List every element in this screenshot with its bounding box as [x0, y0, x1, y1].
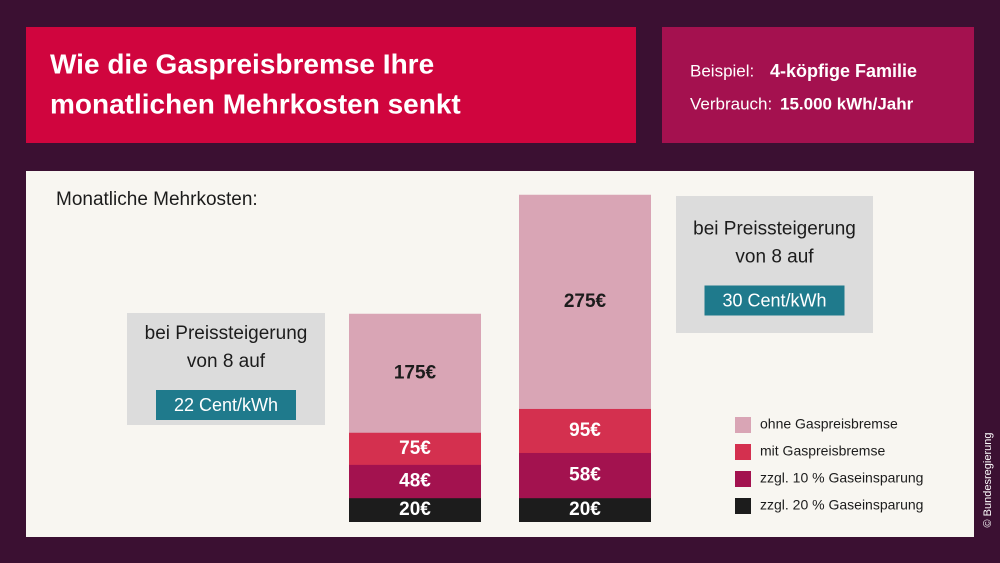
- bar: [349, 498, 481, 522]
- value-label: 175€: [394, 362, 437, 383]
- value-label: 275€: [564, 291, 607, 312]
- value-label: 95€: [569, 420, 601, 441]
- info-value: 15.000 kWh/Jahr: [780, 94, 914, 113]
- legend-swatch: [735, 498, 751, 514]
- value-label: 20€: [569, 499, 601, 520]
- legend-label: zzgl. 20 % Gaseinsparung: [760, 497, 923, 513]
- highlight-box: [156, 390, 296, 420]
- legend-label: ohne Gaspreisbremse: [760, 416, 898, 432]
- annotation-text: bei Preissteigerung: [145, 323, 308, 344]
- chart-title: Monatliche Mehrkosten:: [56, 189, 258, 210]
- highlight-text: 30 Cent/kWh: [722, 290, 826, 310]
- value-label: 48€: [399, 471, 431, 492]
- highlight-box: [704, 285, 845, 316]
- highlight-text: 22 Cent/kWh: [174, 395, 278, 415]
- bar: [519, 498, 651, 522]
- info-label: Verbrauch:: [690, 94, 772, 113]
- credit: © Bundesregierung: [982, 433, 994, 528]
- value-label: 58€: [569, 465, 601, 486]
- annotation-text: bei Preissteigerung: [693, 219, 856, 240]
- legend-swatch: [735, 444, 751, 460]
- info-value: 4-köpfige Familie: [770, 61, 917, 81]
- value-label: 75€: [399, 438, 431, 459]
- info-box: [662, 27, 974, 143]
- info-label: Beispiel:: [690, 61, 754, 80]
- title-line: monatlichen Mehrkosten senkt: [50, 88, 461, 119]
- legend-swatch: [735, 471, 751, 487]
- legend-label: zzgl. 10 % Gaseinsparung: [760, 470, 923, 486]
- legend-label: mit Gaspreisbremse: [760, 443, 885, 459]
- value-label: 20€: [399, 499, 431, 520]
- title-line: Wie die Gaspreisbremse Ihre: [50, 48, 434, 79]
- title-box: [26, 27, 636, 143]
- annotation-text: von 8 auf: [735, 247, 814, 268]
- annotation-text: von 8 auf: [187, 351, 266, 372]
- legend-swatch: [735, 417, 751, 433]
